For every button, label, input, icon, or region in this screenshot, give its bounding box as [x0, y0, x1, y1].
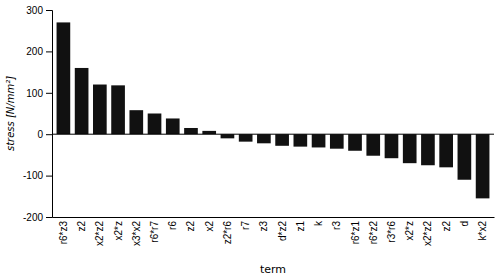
y-tick-mark: [46, 10, 52, 11]
y-tick-mark: [46, 134, 52, 135]
x-tick-label: r6*r7: [149, 221, 160, 243]
x-tick: z1: [295, 221, 306, 232]
x-tick-label: r6*z1: [350, 221, 361, 245]
x-tick-label: r6: [167, 221, 178, 230]
x-tick: x2: [204, 221, 215, 232]
y-axis: -200 -100 0 100 200 300: [23, 5, 53, 223]
x-tick-label: d: [459, 221, 470, 227]
x-tick: r3: [331, 221, 342, 230]
bar: [385, 134, 399, 158]
x-tick: z3: [258, 221, 269, 232]
x-tick: z2*r6: [222, 221, 233, 245]
y-tick: 0: [37, 129, 52, 140]
y-tick: 100: [26, 88, 52, 99]
plot: -200-1000100200300r6*z3z2x2*z2x2*zx3*x2r…: [23, 5, 495, 246]
chart: -200-1000100200300r6*z3z2x2*z2x2*zx3*x2r…: [0, 0, 504, 279]
x-tick-label: z2*r6: [222, 221, 233, 245]
y-tick: -100: [23, 170, 52, 181]
y-tick: -200: [23, 212, 52, 223]
bar: [221, 134, 235, 138]
bar: [93, 85, 107, 135]
bar: [330, 134, 344, 148]
y-tick-mark: [46, 51, 52, 52]
y-tick: 200: [26, 46, 52, 57]
y-tick-label: -100: [23, 170, 43, 181]
x-tick-label: k*x2: [477, 221, 488, 241]
x-tick-label: x3*x2: [131, 221, 142, 246]
x-tick-label: d*z2: [277, 221, 288, 241]
x-tick-label: r6*z3: [58, 221, 69, 245]
bar: [458, 134, 472, 180]
y-axis-line: [46, 11, 53, 218]
bar: [275, 134, 289, 146]
x-tick: z2: [441, 221, 452, 232]
bars: [57, 22, 490, 198]
bar: [257, 134, 271, 143]
x-tick-label: r6*z2: [368, 221, 379, 245]
x-tick: k*x2: [477, 221, 488, 241]
bar: [148, 114, 162, 135]
bar: [312, 134, 326, 147]
bar: [348, 134, 362, 151]
x-tick: x2*z: [113, 221, 124, 240]
bar: [166, 118, 180, 134]
y-tick-label: 300: [26, 5, 43, 16]
x-tick: r6*z1: [350, 221, 361, 245]
x-tick: r6: [167, 221, 178, 230]
x-tick: x2*z2: [422, 221, 433, 246]
x-tick: d: [459, 221, 470, 227]
bar: [366, 134, 380, 156]
bar: [184, 128, 198, 134]
bar: [403, 134, 417, 163]
bar: [439, 134, 453, 167]
y-axis-title: stress [N/mm²]: [5, 76, 16, 151]
x-tick-label: x2*z: [404, 221, 415, 240]
x-axis-line: [53, 217, 495, 218]
x-tick: k: [313, 220, 324, 226]
bar: [111, 85, 125, 134]
x-tick-label: x2*z2: [94, 221, 105, 246]
x-axis-title: term: [260, 263, 286, 276]
x-tick: r6*r7: [149, 221, 160, 243]
y-tick-mark: [46, 93, 52, 94]
x-tick: r6*z2: [368, 221, 379, 245]
x-tick-label: z3: [258, 221, 269, 232]
x-tick: d*z2: [277, 221, 288, 241]
x-axis: r6*z3 z2 x2*z2 x2*z x3*x2 r6*r7 r6 z2 x2 z2*r6 r7 z…: [53, 218, 495, 247]
y-tick: 300: [26, 5, 52, 16]
x-tick: x3*x2: [131, 221, 142, 246]
x-tick-label: r3: [331, 221, 342, 230]
x-tick: x2*z2: [94, 221, 105, 246]
x-tick-label: x2: [204, 221, 215, 232]
y-tick-label: -200: [23, 212, 43, 223]
y-tick-label: 200: [26, 46, 43, 57]
y-tick-mark: [46, 176, 52, 177]
y-tick-mark: [46, 217, 52, 218]
bar: [239, 134, 253, 141]
x-tick: r6*z3: [58, 221, 69, 245]
bar: [57, 22, 71, 134]
bar: [294, 134, 308, 146]
bar: [421, 134, 435, 165]
x-tick-label: x2*z: [113, 221, 124, 240]
x-tick-label: z1: [295, 221, 306, 232]
x-tick: x2*z: [404, 221, 415, 240]
bar: [129, 110, 143, 134]
x-tick-label: x2*z2: [422, 221, 433, 246]
x-tick: z2: [185, 221, 196, 232]
x-tick-label: r7: [240, 221, 251, 230]
x-tick-label: z2: [76, 221, 87, 232]
x-tick: r3*r6: [386, 221, 397, 243]
y-tick-label: 100: [26, 88, 43, 99]
bar: [75, 68, 89, 134]
x-tick-label: z2: [185, 221, 196, 232]
x-tick: r7: [240, 221, 251, 230]
x-tick-label: r3*r6: [386, 221, 397, 243]
zero-line: [52, 134, 494, 135]
x-tick-label: k: [313, 220, 324, 226]
x-tick-label: z2: [441, 221, 452, 232]
x-tick: z2: [76, 221, 87, 232]
bar: [476, 134, 490, 198]
y-tick-label: 0: [37, 129, 43, 140]
